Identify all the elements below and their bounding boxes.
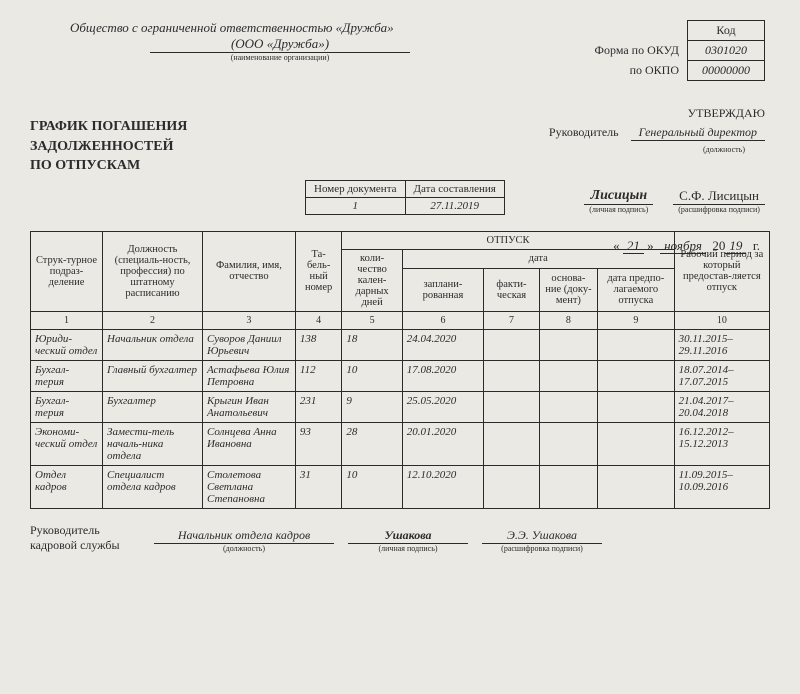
cell-c8 (539, 465, 597, 508)
cell-c5: 10 (342, 360, 402, 391)
cell-c8 (539, 391, 597, 422)
cell-c2: Бухгалтер (103, 391, 203, 422)
cell-c5: 18 (342, 329, 402, 360)
cell-c6: 24.04.2020 (402, 329, 483, 360)
signature-decode: С.Ф. Лисицын (673, 188, 765, 205)
okud-value: 0301020 (688, 41, 765, 61)
approve-position-caption: (должность) (549, 145, 765, 154)
cell-c2: Замести-тель началь-ника отдела (103, 422, 203, 465)
cell-c10: 16.12.2012–15.12.2013 (674, 422, 769, 465)
cell-c7 (484, 391, 540, 422)
footer-decode-caption: (расшифровка подписи) (482, 544, 602, 553)
table-row: Юриди-ческий отделНачальник отделаСуворо… (31, 329, 770, 360)
cell-c1: Бухгал-терия (31, 391, 103, 422)
col-expected: дата предпо-лагаемого отпуска (597, 269, 674, 312)
cell-c7 (484, 360, 540, 391)
code-block: Код Форма по ОКУД0301020 по ОКПО00000000 (581, 20, 765, 81)
approve-title: УТВЕРЖДАЮ (549, 106, 765, 121)
signature-decode-caption: (расшифровка подписи) (673, 205, 765, 214)
okpo-label: по ОКПО (581, 61, 688, 81)
cell-c10: 18.07.2014–17.07.2015 (674, 360, 769, 391)
table-row: Экономи-ческий отделЗамести-тель началь-… (31, 422, 770, 465)
doc-date-label: Дата составления (405, 181, 504, 198)
cell-c6: 20.01.2020 (402, 422, 483, 465)
footer-position-caption: (должность) (154, 544, 334, 553)
cell-c4: 138 (295, 329, 341, 360)
cell-c7 (484, 422, 540, 465)
doc-date: 27.11.2019 (405, 198, 504, 215)
cell-c3: Солнцева Анна Ивановна (202, 422, 295, 465)
cell-c2: Начальник отдела (103, 329, 203, 360)
cell-c9 (597, 391, 674, 422)
footer-decode: Э.Э. Ушакова (482, 528, 602, 544)
footer-signature: Ушакова (348, 528, 468, 544)
col-tabnum: Та-бель-ный номер (295, 231, 341, 311)
footer-block: Руководитель кадровой службы Начальник о… (30, 523, 770, 553)
cell-c3: Астафьева Юлия Петровна (202, 360, 295, 391)
cell-c3: Столетова Светлана Степановна (202, 465, 295, 508)
org-caption: (наименование организации) (150, 53, 410, 62)
col-dept: Струк-турное подраз-деление (31, 231, 103, 311)
cell-c2: Главный бухгалтер (103, 360, 203, 391)
cell-c4: 112 (295, 360, 341, 391)
cell-c8 (539, 329, 597, 360)
cell-c6: 25.05.2020 (402, 391, 483, 422)
cell-c9 (597, 465, 674, 508)
main-table: Струк-турное подраз-деление Должность (с… (30, 231, 770, 509)
footer-signature-caption: (личная подпись) (348, 544, 468, 553)
okpo-value: 00000000 (688, 61, 765, 81)
approve-position: Генеральный директор (631, 125, 765, 141)
table-row: Бухгал-терияБухгалтерКрыгин Иван Анатоль… (31, 391, 770, 422)
cell-c6: 12.10.2020 (402, 465, 483, 508)
cell-c1: Бухгал-терия (31, 360, 103, 391)
cell-c8 (539, 360, 597, 391)
cell-c9 (597, 329, 674, 360)
cell-c10: 21.04.2017–20.04.2018 (674, 391, 769, 422)
cell-c8 (539, 422, 597, 465)
cell-c4: 31 (295, 465, 341, 508)
footer-position: Начальник отдела кадров (154, 528, 334, 544)
date-line: « 21 » ноября 2019 г. (613, 238, 760, 254)
doc-num-label: Номер документа (306, 181, 406, 198)
col-planned: заплани-рованная (402, 269, 483, 312)
col-actual: факти-ческая (484, 269, 540, 312)
cell-c7 (484, 465, 540, 508)
signature-block: Лисицын (личная подпись) С.Ф. Лисицын (р… (584, 188, 765, 214)
org-short-name: (ООО «Дружба») (150, 36, 410, 53)
code-header: Код (688, 21, 765, 41)
cell-c1: Юриди-ческий отдел (31, 329, 103, 360)
cell-c9 (597, 360, 674, 391)
col-name: Фамилия, имя, отчество (202, 231, 295, 311)
table-row: Отдел кадровСпециалист отдела кадровСтол… (31, 465, 770, 508)
col-basis: основа-ние (доку-мент) (539, 269, 597, 312)
cell-c3: Суворов Даниил Юрьевич (202, 329, 295, 360)
cell-c1: Экономи-ческий отдел (31, 422, 103, 465)
cell-c2: Специалист отдела кадров (103, 465, 203, 508)
approve-block: УТВЕРЖДАЮ Руководитель Генеральный дирек… (549, 106, 765, 154)
cell-c3: Крыгин Иван Анатольевич (202, 391, 295, 422)
cell-c10: 11.09.2015–10.09.2016 (674, 465, 769, 508)
approve-role-label: Руководитель (549, 125, 619, 139)
col-position: Должность (специаль-ность, профессия) по… (103, 231, 203, 311)
cell-c6: 17.08.2020 (402, 360, 483, 391)
cell-c7 (484, 329, 540, 360)
doc-num: 1 (306, 198, 406, 215)
col-days: коли-чество кален-дарных дней (342, 249, 402, 311)
doc-info-block: Номер документа Дата составления 1 27.11… (305, 180, 505, 215)
cell-c5: 9 (342, 391, 402, 422)
signature-caption: (личная подпись) (584, 205, 653, 214)
cell-c5: 28 (342, 422, 402, 465)
cell-c10: 30.11.2015–29.11.2016 (674, 329, 769, 360)
cell-c4: 93 (295, 422, 341, 465)
footer-label: Руководитель кадровой службы (30, 523, 140, 553)
table-row: Бухгал-терияГлавный бухгалтерАстафьева Ю… (31, 360, 770, 391)
cell-c9 (597, 422, 674, 465)
okud-label: Форма по ОКУД (581, 41, 688, 61)
cell-c5: 10 (342, 465, 402, 508)
cell-c1: Отдел кадров (31, 465, 103, 508)
cell-c4: 231 (295, 391, 341, 422)
signature: Лисицын (584, 188, 653, 205)
